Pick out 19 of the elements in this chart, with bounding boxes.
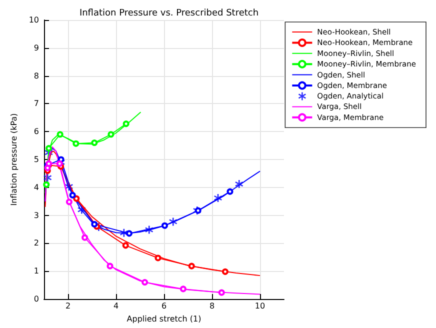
y-tick-label: 10 <box>28 16 39 24</box>
y-tick-label: 2 <box>34 238 39 248</box>
y-tick-label: 0 <box>34 294 39 304</box>
y-tick-label: 1 <box>34 266 39 276</box>
y-tick-label: 6 <box>34 127 39 136</box>
y-tick-label: 9 <box>34 43 39 52</box>
x-tick-label: 6 <box>161 302 167 310</box>
x-tick-label: 4 <box>113 302 119 310</box>
y-tick-label: 7 <box>34 99 39 108</box>
x-tick-label: 2 <box>65 302 71 310</box>
y-tick-label: 3 <box>34 210 39 220</box>
y-tick-label: 5 <box>34 155 39 164</box>
x-tick-label: 8 <box>209 302 215 310</box>
chart-title: Inflation Pressure vs. Prescribed Stretch <box>79 8 259 18</box>
y-tick-label: 4 <box>34 182 39 192</box>
y-axis-title: Inflation pressure (kPa) <box>9 113 18 206</box>
x-axis-title: Applied stretch (1) <box>126 314 202 324</box>
x-tick-label: 10 <box>254 302 266 310</box>
y-tick-label: 8 <box>34 71 39 80</box>
